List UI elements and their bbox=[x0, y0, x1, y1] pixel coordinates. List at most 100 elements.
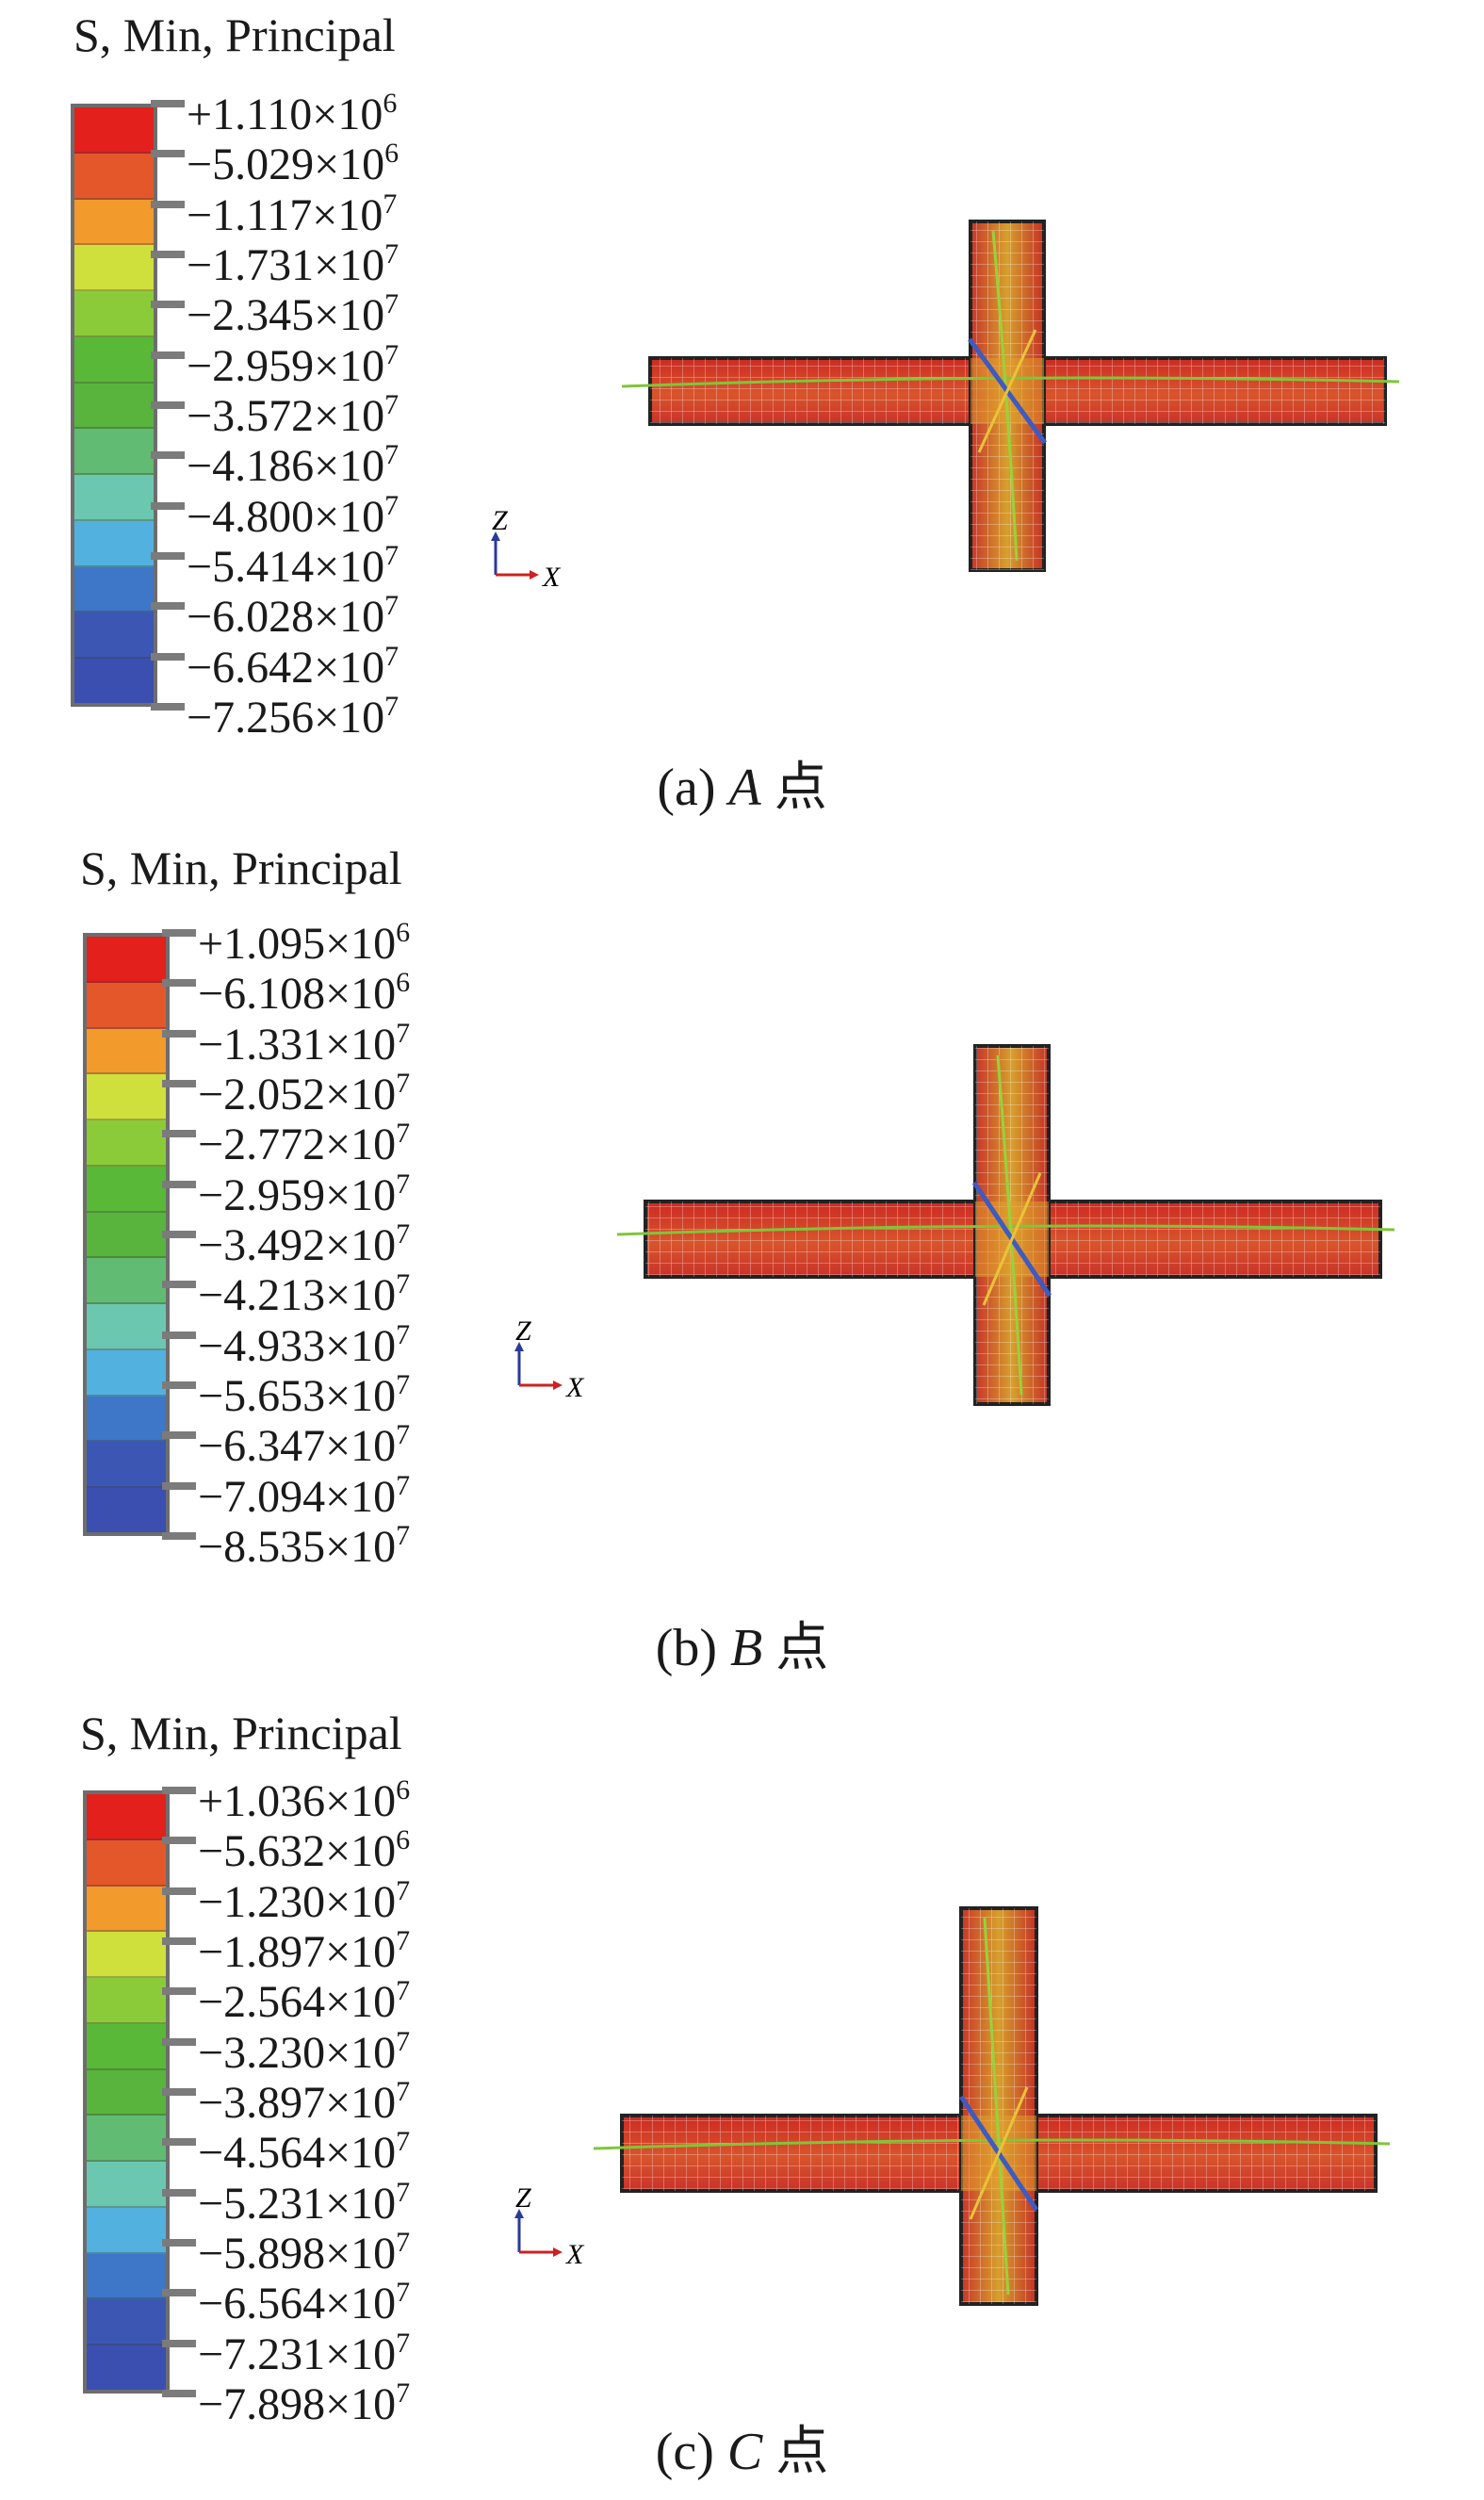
legend-tick-label: −1.731×107 bbox=[187, 226, 399, 294]
caption-suffix: 点 bbox=[762, 2423, 829, 2481]
legend-tick-mark bbox=[162, 1231, 196, 1238]
legend-band bbox=[87, 1212, 166, 1259]
legend-title: S, Min, Principal bbox=[80, 1707, 402, 1759]
legend-tick-label: −6.347×107 bbox=[198, 1407, 410, 1475]
legend-tick-label: −4.564×107 bbox=[198, 2114, 410, 2181]
legend-band bbox=[87, 2116, 166, 2163]
tick-mantissa: −5.029×10 bbox=[187, 139, 385, 190]
legend-tick-label: −7.231×107 bbox=[198, 2315, 410, 2383]
stress-trajectory bbox=[621, 376, 1400, 388]
legend-tick-mark bbox=[151, 401, 185, 409]
tick-mantissa: −5.231×10 bbox=[198, 2178, 397, 2229]
tick-exponent: 7 bbox=[396, 1017, 411, 1049]
legend-band bbox=[87, 1396, 166, 1443]
tick-mantissa: −1.230×10 bbox=[198, 1876, 397, 1927]
tick-exponent: 7 bbox=[396, 1925, 411, 1956]
tick-exponent: 7 bbox=[384, 238, 400, 270]
z-axis-label: Z bbox=[492, 505, 508, 536]
tick-exponent: 7 bbox=[396, 2076, 411, 2107]
stress-trajectory bbox=[593, 2138, 1391, 2150]
legend-band bbox=[74, 520, 154, 567]
legend-band bbox=[87, 1304, 166, 1350]
tick-mantissa: −6.564×10 bbox=[198, 2279, 397, 2329]
z-axis-arrow bbox=[514, 2209, 524, 2218]
legend-tick-label: +1.095×106 bbox=[198, 905, 410, 972]
legend-tick-mark bbox=[162, 1180, 196, 1188]
tick-exponent: 6 bbox=[396, 1824, 411, 1856]
legend-tick-label: −2.564×107 bbox=[198, 1963, 410, 2031]
legend-band bbox=[74, 566, 154, 613]
legend-tick-mark bbox=[162, 1532, 196, 1540]
stress-trajectory bbox=[983, 1917, 1010, 2296]
legend-tick-label: −7.094×107 bbox=[198, 1458, 410, 1526]
tick-mantissa: +1.036×10 bbox=[198, 1776, 397, 1826]
tick-exponent: 7 bbox=[396, 1118, 411, 1150]
tick-exponent: 7 bbox=[396, 1318, 411, 1350]
legend-tick-mark bbox=[162, 1431, 196, 1440]
legend-tick-mark bbox=[151, 652, 185, 661]
legend-title: S, Min, Principal bbox=[80, 842, 402, 894]
legend-tick-mark bbox=[162, 1130, 196, 1138]
legend-band bbox=[74, 336, 154, 384]
legend-band bbox=[87, 1442, 166, 1489]
stress-vector bbox=[977, 329, 1037, 453]
tick-exponent: 7 bbox=[384, 489, 400, 521]
tick-exponent: 7 bbox=[384, 389, 400, 420]
tick-exponent: 6 bbox=[384, 138, 400, 170]
tick-exponent: 7 bbox=[396, 1218, 411, 1250]
tick-exponent: 7 bbox=[396, 2327, 411, 2359]
tick-mantissa: −3.230×10 bbox=[198, 2027, 397, 2078]
legend-band bbox=[87, 2345, 166, 2390]
tick-mantissa: −7.094×10 bbox=[198, 1471, 397, 1522]
legend-tick-mark bbox=[151, 552, 185, 560]
legend-band bbox=[87, 1120, 166, 1167]
legend-colorbar bbox=[83, 1790, 170, 2394]
tick-exponent: 7 bbox=[383, 188, 398, 220]
legend-tick-mark bbox=[162, 1281, 196, 1289]
tick-exponent: 7 bbox=[384, 540, 400, 571]
legend-tick-label: −4.213×107 bbox=[198, 1256, 410, 1324]
tick-mantissa: −7.256×10 bbox=[187, 693, 385, 743]
beam-group bbox=[616, 1044, 1395, 1406]
legend-tick-mark bbox=[162, 2138, 196, 2147]
legend-tick-mark bbox=[151, 602, 185, 611]
tick-mantissa: −2.052×10 bbox=[198, 1070, 397, 1119]
legend-tick-mark bbox=[151, 251, 185, 258]
tick-mantissa: −6.642×10 bbox=[187, 642, 385, 693]
legend-tick-label: +1.036×106 bbox=[198, 1762, 410, 1830]
legend-tick-label: +1.110×106 bbox=[187, 75, 397, 143]
stress-trajectory bbox=[616, 1224, 1395, 1236]
tick-mantissa: −1.331×10 bbox=[198, 1019, 397, 1070]
legend-tick-mark bbox=[162, 2239, 196, 2247]
tick-mantissa: −5.898×10 bbox=[198, 2229, 397, 2279]
tick-mantissa: −5.632×10 bbox=[198, 1826, 397, 1877]
legend-band bbox=[87, 2207, 166, 2254]
tick-mantissa: −5.414×10 bbox=[187, 542, 385, 592]
legend-tick-label: −2.772×107 bbox=[198, 1105, 410, 1173]
tick-mantissa: −2.772×10 bbox=[198, 1119, 397, 1170]
tick-mantissa: −2.959×10 bbox=[198, 1169, 397, 1220]
legend-colorbar bbox=[71, 104, 157, 707]
legend-band bbox=[74, 107, 154, 154]
tick-mantissa: −1.897×10 bbox=[198, 1927, 397, 1977]
legend-band bbox=[87, 1258, 166, 1305]
tick-exponent: 7 bbox=[396, 2377, 411, 2409]
tick-mantissa: −2.564×10 bbox=[198, 1977, 397, 2028]
tick-exponent: 7 bbox=[384, 439, 400, 471]
legend-tick-label: −1.117×107 bbox=[187, 176, 397, 244]
tick-mantissa: −6.347×10 bbox=[198, 1421, 397, 1472]
panel-c: S, Min, Principal +1.036×106 −5.632×106 −1… bbox=[0, 1706, 1484, 2500]
tick-exponent: 7 bbox=[384, 640, 400, 672]
legend-tick-label: −7.898×107 bbox=[198, 2365, 410, 2433]
legend-colorbar bbox=[83, 933, 170, 1536]
legend-tick-label: −1.331×107 bbox=[198, 1005, 410, 1073]
caption-a: (a) A 点 bbox=[0, 744, 1484, 821]
tick-mantissa: −6.108×10 bbox=[198, 969, 397, 1020]
legend-tick-label: −1.897×107 bbox=[198, 1913, 410, 1981]
legend-tick-label: −4.800×107 bbox=[187, 478, 399, 546]
legend-title: S, Min, Principal bbox=[73, 8, 396, 61]
caption-point: B bbox=[730, 1619, 763, 1677]
